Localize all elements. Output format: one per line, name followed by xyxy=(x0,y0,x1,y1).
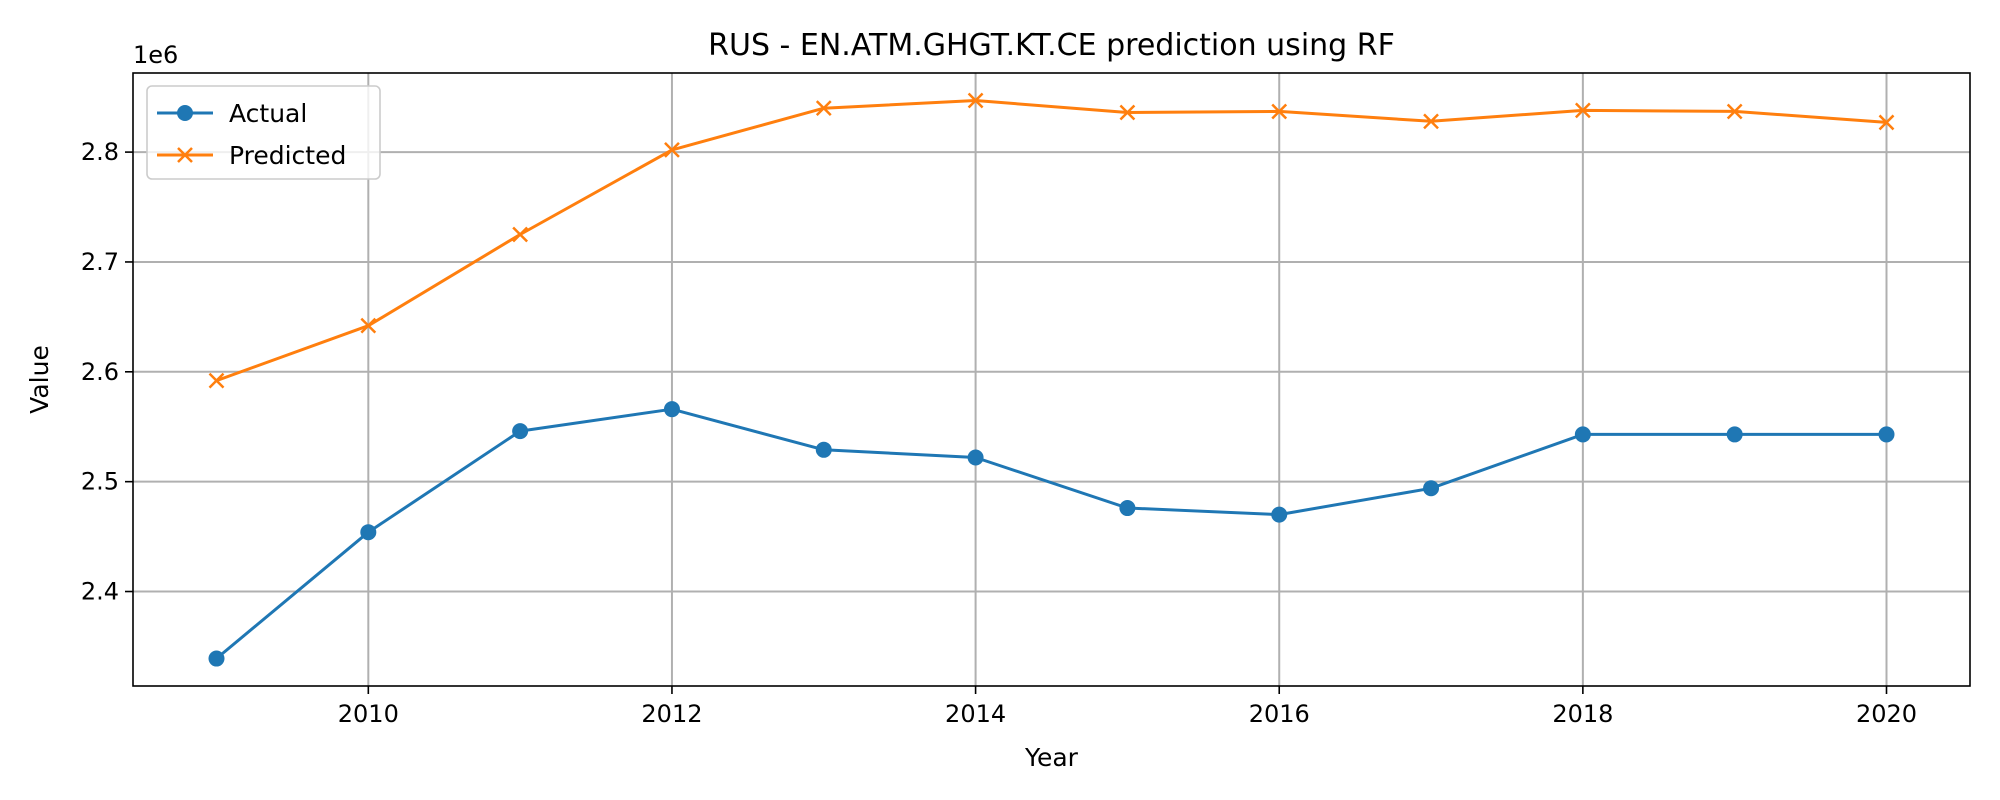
y-tick-label: 2.6 xyxy=(81,358,119,386)
x-tick-label: 2012 xyxy=(641,700,702,728)
y-tick-label: 2.8 xyxy=(81,138,119,166)
data-point xyxy=(1271,506,1288,523)
plot-frame xyxy=(132,72,1971,687)
legend-marker xyxy=(177,147,193,163)
data-point xyxy=(967,449,984,466)
x-tick-label: 2016 xyxy=(1249,700,1310,728)
data-point xyxy=(1119,500,1136,517)
data-point xyxy=(1878,114,1895,131)
legend: Actual Predicted xyxy=(146,85,381,180)
legend-label: Actual xyxy=(229,99,307,128)
data-point xyxy=(664,142,680,158)
series-layer xyxy=(208,92,1895,667)
y-axis-offset-label: 1e6 xyxy=(133,41,178,69)
x-tick-label: 2014 xyxy=(945,700,1006,728)
y-tick-label: 2.7 xyxy=(81,248,119,276)
x-tick-label: 2010 xyxy=(338,700,399,728)
data-point xyxy=(208,372,225,389)
data-point xyxy=(815,100,832,117)
data-point xyxy=(360,317,377,334)
data-point xyxy=(1574,426,1591,443)
data-point xyxy=(208,650,225,667)
y-axis-label: Value xyxy=(25,345,54,414)
series-predicted xyxy=(208,92,1895,389)
y-tick-label: 2.4 xyxy=(81,578,119,606)
data-point xyxy=(1119,104,1136,121)
series-line xyxy=(215,407,1887,660)
x-tick-label: 2018 xyxy=(1552,700,1613,728)
data-point xyxy=(1726,426,1743,443)
data-point xyxy=(1574,102,1591,119)
data-point xyxy=(1423,113,1439,130)
data-point xyxy=(360,524,377,541)
data-point xyxy=(967,92,984,109)
data-point xyxy=(1423,480,1440,497)
legend-entry-predicted: Predicted xyxy=(157,141,346,170)
chart-title: RUS - EN.ATM.GHGT.KT.CE prediction using… xyxy=(708,28,1395,63)
series-line xyxy=(215,99,1887,383)
data-point xyxy=(1726,103,1743,120)
data-point xyxy=(1878,426,1895,443)
legend-marker xyxy=(177,105,193,121)
axis-ticks: 2010 2012 2014 2016 2018 2020 2.4 2.5 2.6 2.7 2.8 xyxy=(81,138,1917,728)
data-point xyxy=(1271,103,1288,120)
x-tick-label: 2020 xyxy=(1856,700,1917,728)
legend-entries: Actual Predicted xyxy=(157,99,346,170)
series-actual xyxy=(208,401,1895,667)
grid-lines xyxy=(133,73,1970,686)
data-point xyxy=(512,226,529,243)
legend-entry-actual: Actual xyxy=(157,99,307,128)
y-tick-label: 2.5 xyxy=(81,468,119,496)
legend-label: Predicted xyxy=(229,141,346,170)
data-point xyxy=(512,423,529,440)
data-point xyxy=(815,441,832,458)
x-axis-label: Year xyxy=(1024,743,1079,772)
data-point xyxy=(663,401,680,418)
